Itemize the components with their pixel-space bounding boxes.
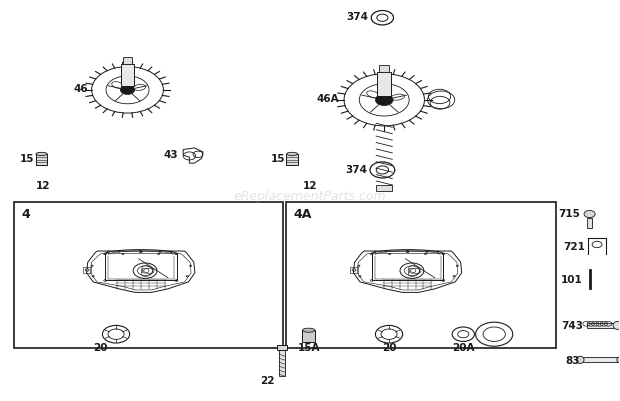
Ellipse shape [36, 153, 47, 156]
Circle shape [375, 95, 393, 106]
Ellipse shape [286, 153, 298, 156]
Ellipse shape [617, 357, 620, 363]
Bar [587, 219, 592, 229]
Ellipse shape [577, 356, 584, 364]
Bar [303, 330, 315, 342]
Text: 12: 12 [35, 181, 50, 190]
Ellipse shape [613, 322, 620, 330]
Text: 20A: 20A [452, 342, 474, 352]
Text: 743: 743 [562, 320, 583, 330]
Bar [379, 65, 389, 73]
Text: eReplacementParts.com: eReplacementParts.com [234, 190, 386, 203]
Bar [286, 203, 556, 348]
Text: 46: 46 [74, 84, 89, 93]
Text: 20: 20 [94, 342, 108, 352]
Bar [84, 267, 91, 273]
Text: 374: 374 [345, 165, 368, 175]
Text: 15: 15 [271, 154, 285, 164]
Text: 374: 374 [347, 12, 369, 22]
Bar [286, 154, 298, 166]
Ellipse shape [303, 328, 315, 332]
Bar [587, 324, 614, 328]
Text: 15: 15 [20, 154, 35, 164]
Text: 4: 4 [22, 207, 30, 220]
Text: 721: 721 [563, 241, 585, 251]
Bar [122, 65, 134, 87]
Text: 83: 83 [566, 355, 580, 365]
Bar [14, 203, 283, 348]
Bar [350, 267, 358, 273]
Bar [378, 73, 391, 97]
Circle shape [584, 211, 595, 218]
Bar [123, 58, 132, 65]
Text: 20: 20 [382, 342, 396, 352]
Circle shape [120, 86, 135, 95]
Text: 101: 101 [560, 275, 582, 285]
Text: 46A: 46A [316, 93, 339, 103]
Text: 15A: 15A [298, 342, 320, 352]
Text: 43: 43 [164, 149, 178, 159]
Bar [36, 154, 47, 166]
Text: 22: 22 [260, 375, 275, 385]
Bar [277, 345, 287, 350]
Bar [279, 350, 285, 376]
Text: 715: 715 [559, 209, 580, 219]
Text: 4A: 4A [294, 207, 312, 220]
Bar [583, 358, 618, 363]
Text: 12: 12 [303, 181, 317, 190]
Bar [376, 186, 392, 192]
